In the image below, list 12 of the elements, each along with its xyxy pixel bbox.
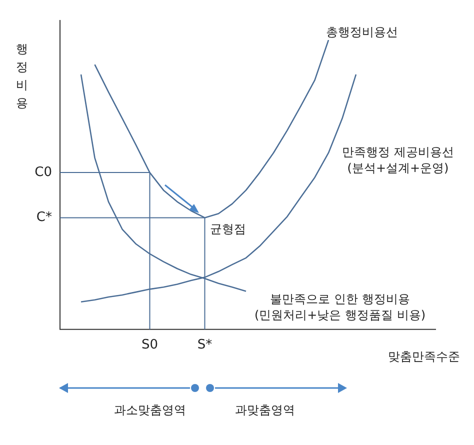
annotation: 만족행정 제공비용선 (분석+설계+운영)	[342, 144, 454, 176]
x-axis-title: 맞춤만족수준	[388, 350, 460, 364]
annotation: 불만족으로 인한 행정비용 (민원처리+낮은 행정품질 비용)	[254, 291, 426, 323]
annotation: 균형점	[210, 222, 246, 236]
ref-line-label: C*	[36, 210, 52, 226]
y-axis-title: 행정비용	[16, 42, 28, 110]
x-tick-label: S0	[141, 338, 158, 353]
text: 과맞춤영역	[235, 402, 295, 418]
text: 총행정비용선	[326, 24, 398, 40]
ref-line-label: C0	[34, 164, 52, 180]
text: 과소맞춤영역	[114, 402, 186, 418]
x-tick-label: S*	[197, 338, 213, 353]
